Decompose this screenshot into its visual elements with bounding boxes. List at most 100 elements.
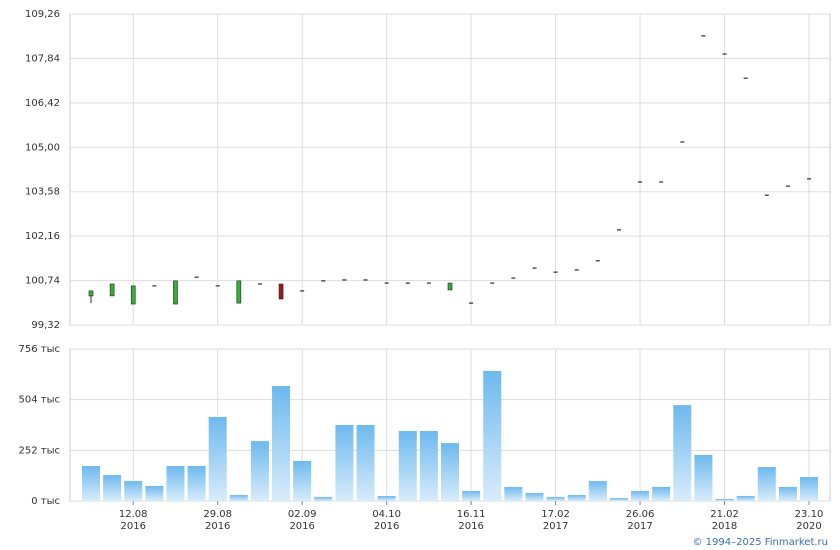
candle-body (743, 77, 748, 79)
candle-body (257, 283, 262, 285)
candle-body (194, 276, 199, 278)
candle-body (616, 229, 621, 231)
candle-body (638, 181, 643, 183)
x-tick-label: 26.06 (626, 509, 655, 520)
x-tick-year: 2020 (796, 521, 821, 532)
volume-bar (441, 443, 459, 501)
x-tick-label: 23.10 (795, 509, 824, 520)
x-tick-year: 2016 (289, 521, 314, 532)
volume-bar (145, 485, 164, 501)
x-tick-year: 2017 (627, 521, 652, 532)
volume-bar (250, 441, 269, 501)
volume-bar (377, 495, 396, 501)
candle-body (785, 185, 790, 187)
x-tick-year: 2016 (121, 521, 146, 532)
x-tick-year: 2017 (543, 521, 568, 532)
volume-bar (272, 385, 291, 501)
x-tick-label: 02.09 (288, 509, 317, 520)
candle-body (722, 53, 727, 55)
candle-body (659, 181, 664, 183)
volume-bar (504, 486, 523, 501)
volume-bar (631, 490, 650, 501)
candle-body (807, 178, 811, 180)
candle-body (384, 282, 389, 284)
volume-bar (356, 425, 375, 501)
y-tick-label: 106,42 (25, 98, 60, 109)
y-tick-label: 103,58 (25, 187, 60, 198)
volume-bar (757, 467, 776, 501)
candle-body (426, 282, 431, 284)
volume-bar (525, 492, 544, 501)
volume-bar (103, 475, 122, 501)
volume-bar (229, 494, 248, 501)
candle-body (532, 267, 537, 269)
volume-bar (187, 466, 206, 501)
x-tick-label: 21.02 (710, 509, 739, 520)
candle-body (405, 282, 410, 284)
volume-bar (800, 477, 818, 501)
candle-body (511, 277, 516, 279)
y-tick-label: 107,84 (25, 53, 60, 64)
x-tick-label: 12.08 (119, 509, 148, 520)
y-tick-label: 102,16 (25, 231, 60, 242)
volume-bar (82, 466, 100, 501)
volume-bar (609, 497, 628, 501)
footer: © 1994–2025 Finmarket.ru (692, 537, 828, 548)
candle-body (490, 282, 495, 284)
candle-body (595, 260, 600, 262)
volume-bar (652, 486, 671, 501)
candle-body (109, 283, 115, 297)
candle-body (469, 302, 474, 304)
candle-body (321, 280, 326, 282)
volume-bar (398, 431, 417, 501)
candle-body (215, 285, 220, 287)
volume-bar (673, 405, 692, 501)
candle-body (130, 285, 136, 305)
volume-bar (462, 490, 481, 501)
candle-body (553, 271, 558, 273)
candle-body (173, 280, 178, 305)
volume-bar (715, 498, 734, 501)
volume-bar (778, 486, 797, 501)
candle-body (300, 290, 305, 292)
volume-bar (166, 466, 185, 501)
x-tick-label: 17.02 (541, 509, 570, 520)
volume-bar (208, 416, 227, 501)
candle-body (363, 279, 368, 281)
volume-bar (293, 460, 312, 501)
candle-body (680, 141, 685, 143)
volume-bar (567, 494, 586, 501)
y-tick-label: 504 тыс (19, 395, 60, 406)
candle-body (88, 290, 94, 297)
x-tick-year: 2018 (712, 521, 737, 532)
candle-body (152, 285, 157, 287)
x-tick-label: 16.11 (457, 509, 486, 520)
candle-body (236, 280, 242, 304)
y-tick-label: 252 тыс (19, 445, 60, 456)
volume-bar (335, 425, 354, 501)
x-tick-label: 04.10 (372, 509, 401, 520)
volume-bar (736, 495, 755, 501)
y-tick-label: 100,74 (25, 276, 60, 287)
candle-body (574, 269, 579, 271)
volume-bar (419, 431, 438, 501)
candle-body (278, 283, 284, 300)
candle-body (447, 282, 453, 291)
x-tick-year: 2016 (458, 521, 483, 532)
volume-bar (483, 370, 502, 501)
plot-frame (69, 13, 831, 326)
y-tick-label: 99,32 (31, 320, 60, 331)
y-tick-label: 756 тыс (19, 344, 60, 355)
y-tick-label: 0 тыс (31, 496, 60, 507)
y-tick-label: 105,00 (25, 142, 60, 153)
volume-bar (314, 496, 333, 501)
candle-body (342, 279, 347, 281)
volume-bar (588, 481, 607, 501)
volume-bar (694, 454, 713, 501)
volume-bar (546, 496, 565, 501)
candle-body (701, 35, 706, 37)
candle-body (764, 194, 769, 196)
y-tick-label: 109,26 (25, 9, 60, 20)
x-tick-label: 29.08 (203, 509, 232, 520)
